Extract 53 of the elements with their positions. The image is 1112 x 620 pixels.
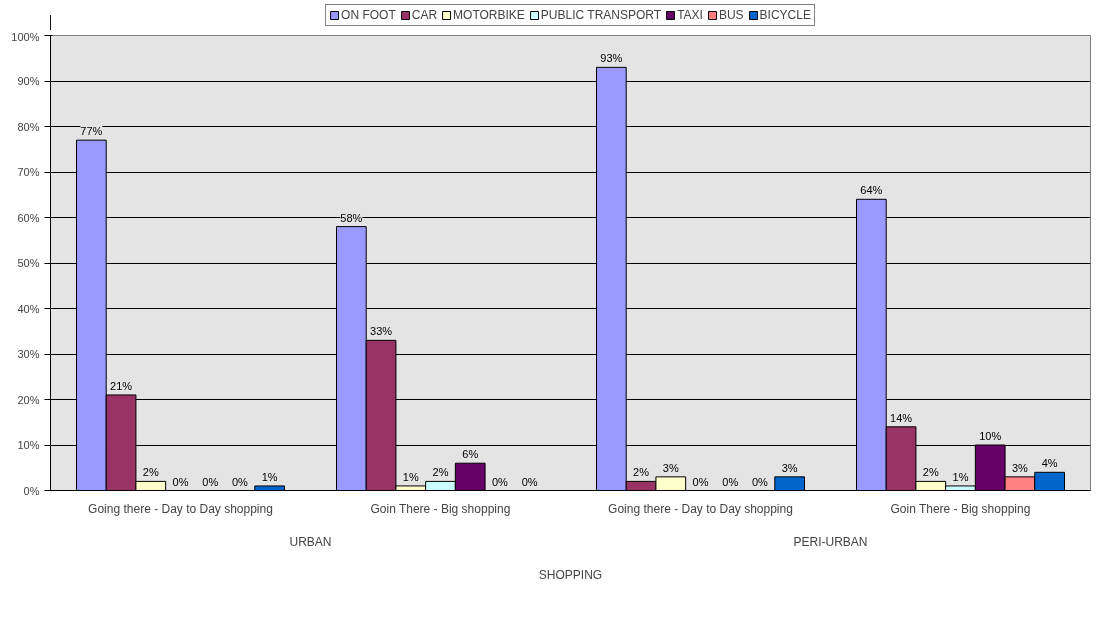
data-label: 64%	[860, 184, 883, 197]
data-label: 3%	[781, 461, 798, 474]
data-label: 58%	[340, 211, 363, 224]
y-tick-label: 60%	[17, 211, 40, 224]
data-label: 1%	[402, 470, 419, 483]
y-tick-label: 50%	[17, 257, 40, 269]
y-tick-label: 30%	[17, 348, 40, 360]
data-label: 0%	[202, 475, 219, 488]
data-label: 6%	[462, 448, 479, 461]
y-tick-label: 0%	[23, 484, 40, 497]
legend-label: MOTORBIKE	[453, 8, 525, 22]
y-tick-label: 80%	[17, 120, 40, 133]
data-label: 4%	[1041, 457, 1058, 470]
data-label: 0%	[521, 475, 538, 488]
data-label: 2%	[142, 466, 159, 479]
legend-label: BICYCLE	[759, 8, 811, 22]
y-tick-label: 70%	[17, 166, 40, 178]
y-tick-label: 40%	[17, 302, 40, 315]
data-label: 93%	[600, 52, 623, 65]
data-label: 3%	[662, 461, 679, 474]
legend-label: BUS	[718, 8, 744, 22]
data-label: 0%	[751, 475, 769, 488]
y-tick-label: 10%	[17, 439, 40, 451]
x-tick-label: Goin There - Big shopping	[890, 501, 1031, 516]
data-label: 0%	[491, 475, 509, 488]
text: URBAN	[289, 534, 332, 549]
y-tick-label: 20%	[17, 393, 40, 406]
data-label: 0%	[231, 475, 249, 488]
x-tick-label: Goin There - Big shopping	[370, 501, 511, 516]
legend-label: ON FOOT	[341, 8, 396, 22]
text: PERI-URBAN	[793, 534, 868, 549]
data-label: 0%	[692, 475, 709, 488]
x-tick-label: Going there - Day to Day shopping	[88, 501, 273, 516]
y-tick-label: 90%	[17, 75, 40, 87]
legend-label: CAR	[411, 8, 438, 22]
data-label: 14%	[890, 411, 913, 424]
data-label: 1%	[952, 470, 969, 483]
data-label: 2%	[432, 466, 449, 479]
data-label: 21%	[110, 379, 133, 392]
data-label: 10%	[979, 430, 1002, 442]
y-tick-label: 100%	[11, 30, 40, 43]
data-label: 77%	[80, 125, 103, 138]
data-label: 33%	[370, 325, 393, 338]
x-tick-label: Going there - Day to Day shopping	[608, 501, 793, 516]
legend-label: TAXI	[677, 8, 703, 22]
data-label: 2%	[633, 466, 650, 479]
data-label: 3%	[1011, 461, 1029, 474]
data-label: 2%	[922, 466, 939, 479]
data-label: 1%	[261, 470, 278, 483]
text: SHOPPING	[538, 567, 603, 582]
legend-label: PUBLIC TRANSPORT	[540, 8, 662, 22]
data-label: 0%	[722, 475, 739, 488]
data-label: 0%	[172, 475, 189, 488]
